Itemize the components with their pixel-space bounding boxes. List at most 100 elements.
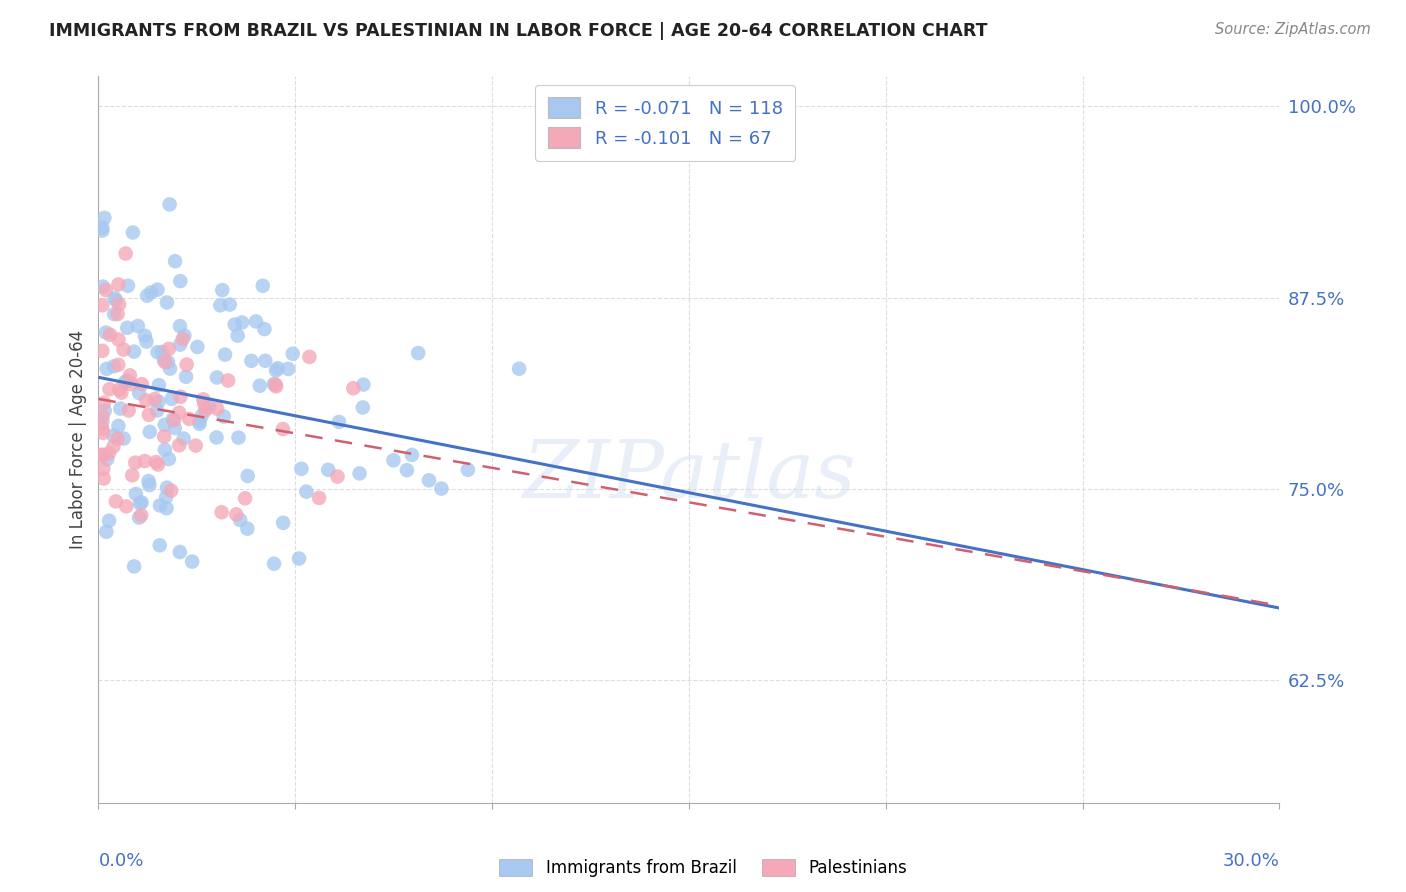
Point bbox=[146, 283, 169, 297]
Point bbox=[104, 494, 127, 508]
Point bbox=[508, 361, 530, 376]
Point bbox=[349, 467, 371, 481]
Point bbox=[135, 334, 157, 349]
Point bbox=[138, 474, 160, 488]
Point bbox=[395, 463, 418, 477]
Point bbox=[209, 298, 232, 312]
Point bbox=[148, 378, 170, 392]
Point bbox=[205, 401, 228, 416]
Point bbox=[157, 452, 180, 467]
Point bbox=[91, 343, 114, 358]
Point bbox=[156, 355, 179, 369]
Point bbox=[342, 381, 364, 395]
Point bbox=[148, 394, 170, 409]
Point bbox=[295, 484, 318, 499]
Point bbox=[112, 432, 135, 446]
Point bbox=[149, 538, 172, 552]
Point bbox=[128, 510, 150, 524]
Point bbox=[131, 377, 153, 392]
Point bbox=[103, 307, 125, 321]
Point bbox=[165, 254, 187, 268]
Point bbox=[225, 508, 247, 522]
Point bbox=[146, 458, 169, 472]
Point bbox=[188, 417, 211, 431]
Point bbox=[153, 429, 176, 443]
Point bbox=[93, 403, 115, 417]
Point bbox=[110, 401, 132, 416]
Point bbox=[128, 386, 150, 401]
Point bbox=[188, 414, 211, 428]
Legend: Immigrants from Brazil, Palestinians: Immigrants from Brazil, Palestinians bbox=[492, 852, 914, 884]
Point bbox=[252, 278, 274, 293]
Point bbox=[96, 452, 118, 467]
Point bbox=[91, 224, 114, 238]
Point bbox=[298, 350, 321, 364]
Point bbox=[290, 462, 312, 476]
Point bbox=[267, 361, 290, 376]
Point bbox=[93, 211, 115, 225]
Point bbox=[155, 490, 177, 504]
Point bbox=[263, 377, 285, 392]
Point bbox=[139, 425, 162, 439]
Point bbox=[160, 392, 183, 406]
Point bbox=[156, 295, 179, 310]
Point bbox=[173, 328, 195, 343]
Point bbox=[118, 368, 141, 383]
Point bbox=[159, 197, 181, 211]
Point bbox=[231, 315, 253, 329]
Point bbox=[108, 297, 131, 311]
Text: IMMIGRANTS FROM BRAZIL VS PALESTINIAN IN LABOR FORCE | AGE 20-64 CORRELATION CHA: IMMIGRANTS FROM BRAZIL VS PALESTINIAN IN… bbox=[49, 22, 987, 40]
Text: 0.0%: 0.0% bbox=[98, 852, 143, 870]
Point bbox=[134, 454, 156, 468]
Point bbox=[91, 220, 114, 235]
Point bbox=[328, 415, 350, 429]
Point bbox=[107, 277, 129, 292]
Point bbox=[114, 375, 136, 389]
Point bbox=[167, 406, 190, 420]
Point bbox=[245, 314, 267, 328]
Point bbox=[91, 425, 114, 440]
Point bbox=[194, 403, 217, 417]
Point bbox=[193, 397, 215, 411]
Point bbox=[181, 555, 204, 569]
Point bbox=[205, 430, 228, 444]
Point bbox=[138, 478, 160, 492]
Point bbox=[406, 346, 429, 360]
Point bbox=[117, 320, 139, 334]
Point bbox=[157, 342, 180, 356]
Point bbox=[146, 403, 169, 417]
Point bbox=[176, 358, 198, 372]
Text: Source: ZipAtlas.com: Source: ZipAtlas.com bbox=[1215, 22, 1371, 37]
Point bbox=[430, 482, 453, 496]
Point bbox=[112, 343, 135, 357]
Point bbox=[117, 278, 139, 293]
Point bbox=[122, 226, 145, 240]
Point bbox=[91, 279, 114, 293]
Point bbox=[150, 345, 173, 359]
Point bbox=[94, 326, 117, 340]
Point bbox=[141, 285, 163, 300]
Point bbox=[167, 438, 190, 452]
Point bbox=[229, 513, 252, 527]
Point bbox=[263, 557, 285, 571]
Point bbox=[271, 516, 294, 530]
Point bbox=[217, 374, 239, 388]
Point bbox=[288, 551, 311, 566]
Point bbox=[107, 307, 129, 321]
Point bbox=[190, 409, 212, 423]
Point bbox=[134, 328, 156, 343]
Point bbox=[193, 392, 215, 407]
Point bbox=[159, 361, 181, 376]
Point bbox=[163, 413, 186, 427]
Point bbox=[316, 463, 339, 477]
Point bbox=[224, 318, 246, 332]
Point bbox=[382, 453, 405, 467]
Point bbox=[135, 393, 157, 408]
Point bbox=[236, 522, 259, 536]
Point bbox=[129, 496, 152, 510]
Point bbox=[179, 412, 201, 426]
Point bbox=[103, 359, 125, 374]
Point bbox=[253, 322, 276, 336]
Point bbox=[172, 332, 194, 346]
Point bbox=[401, 448, 423, 462]
